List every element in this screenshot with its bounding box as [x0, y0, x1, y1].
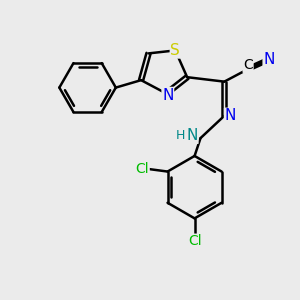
Text: H: H [176, 129, 185, 142]
Text: C: C [243, 58, 253, 72]
Text: N: N [187, 128, 198, 143]
Text: Cl: Cl [188, 234, 201, 248]
Text: N: N [162, 88, 173, 103]
Text: Cl: Cl [136, 162, 149, 176]
Text: N: N [225, 108, 236, 123]
Text: S: S [170, 43, 180, 58]
Text: N: N [263, 52, 275, 67]
